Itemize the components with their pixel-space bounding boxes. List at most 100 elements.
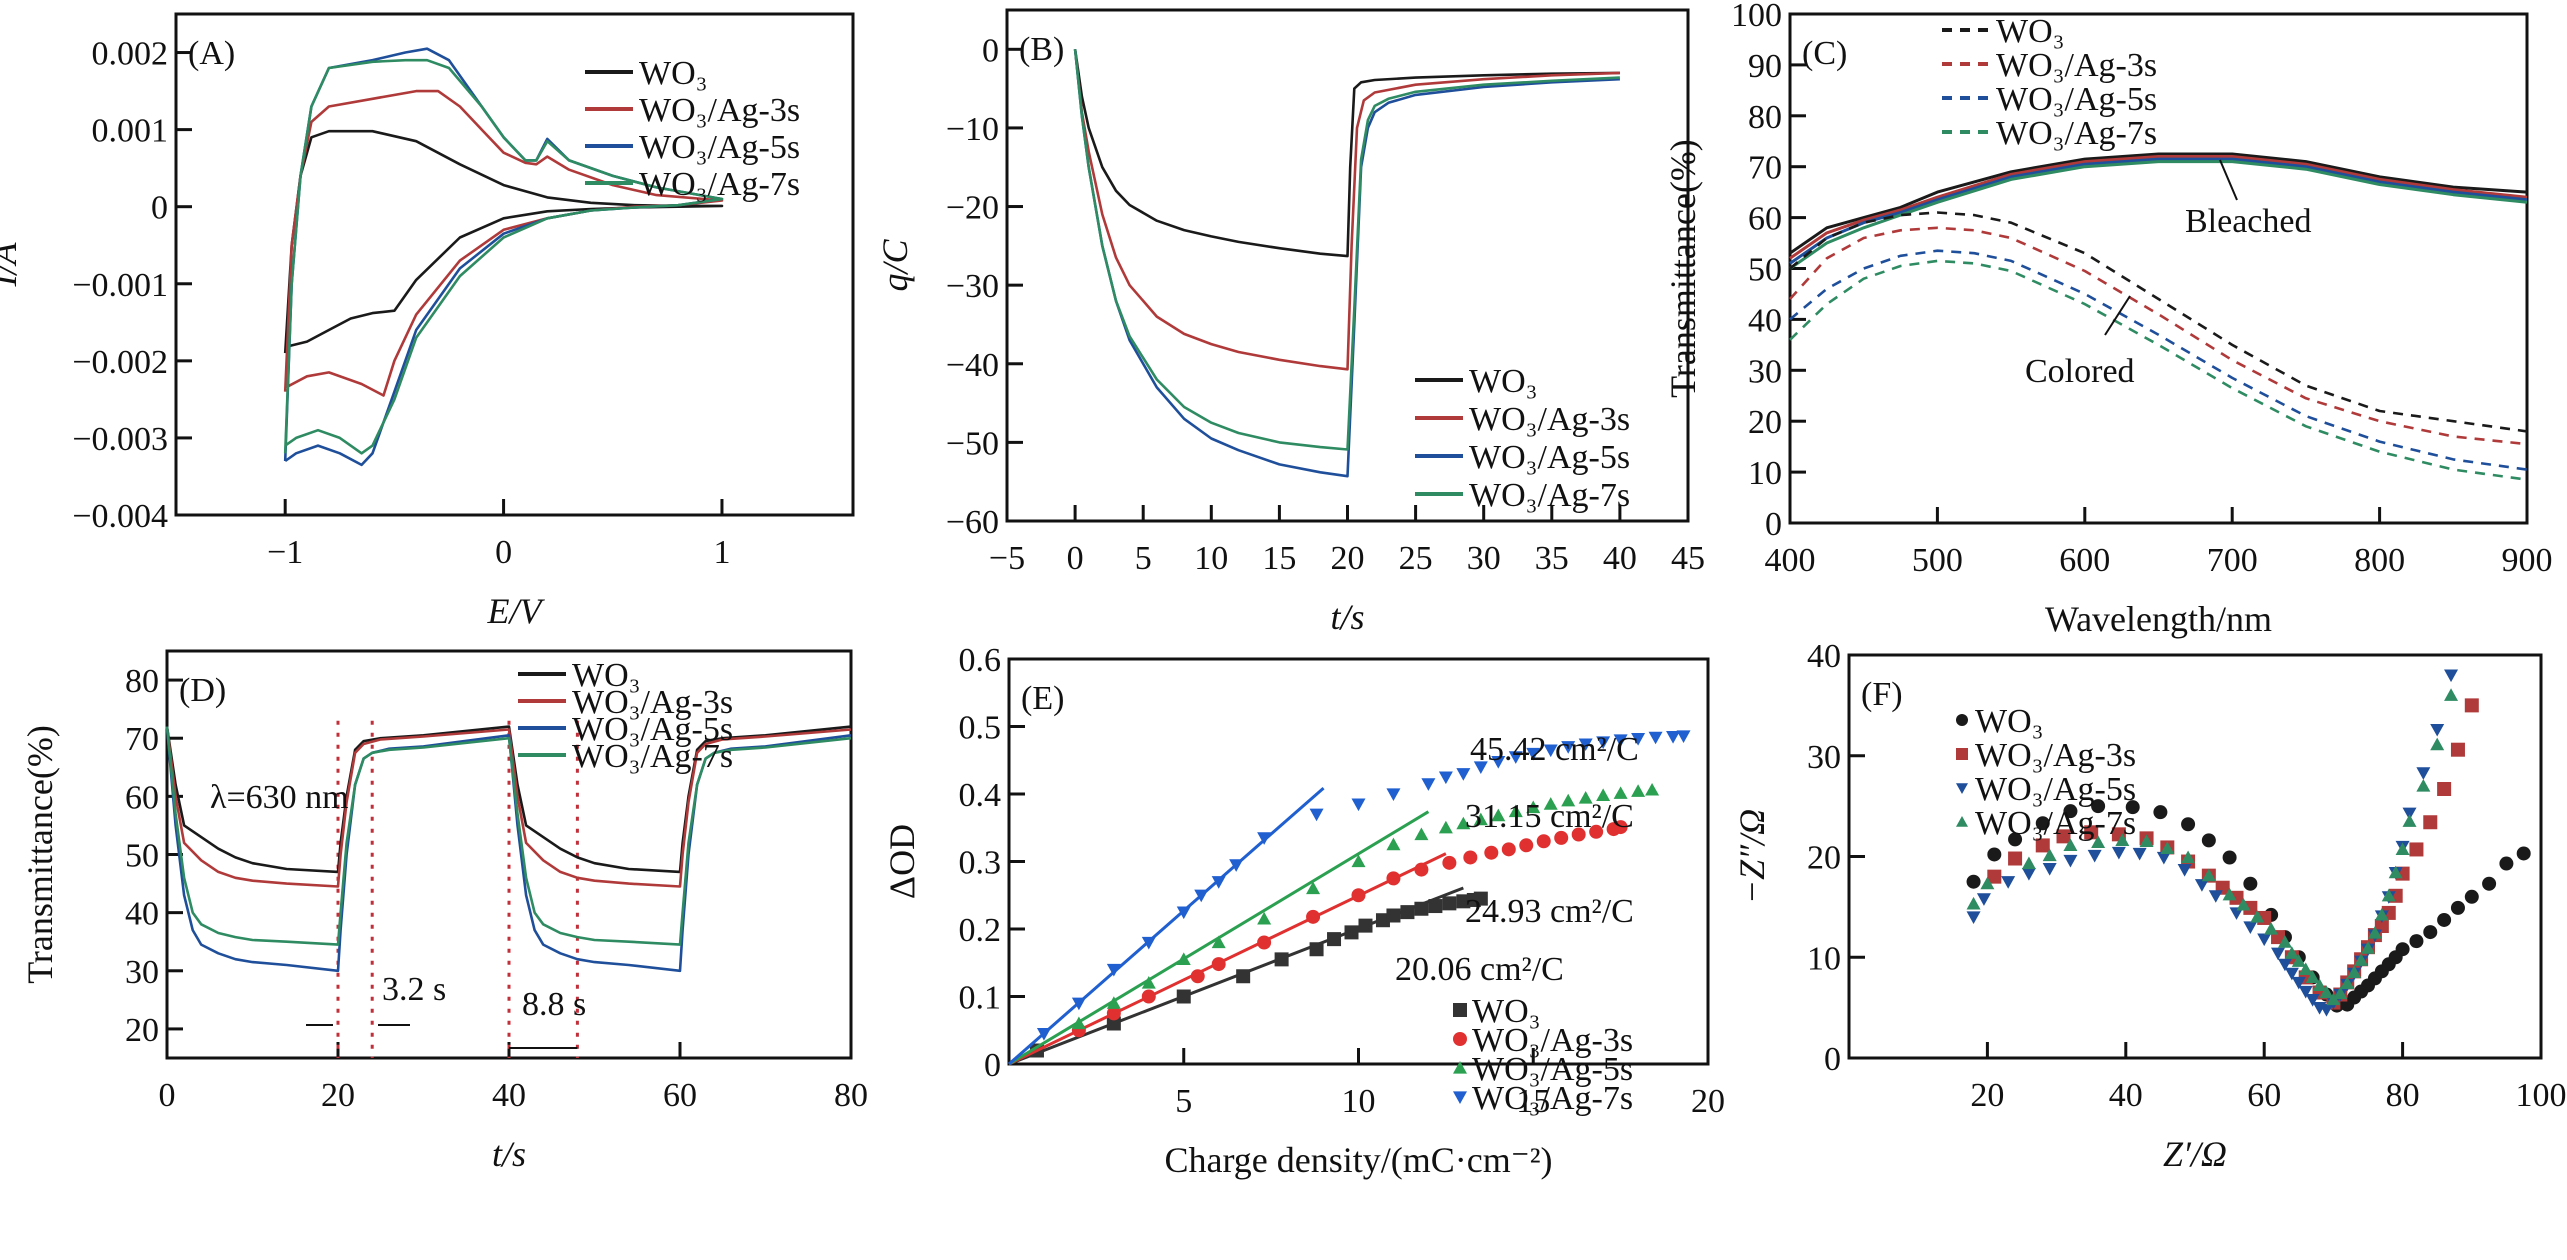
data-point	[2042, 862, 2057, 876]
x-tick-label: 100	[2516, 1077, 2567, 1114]
colored-curve	[1789, 259, 2528, 481]
data-point	[1141, 976, 1156, 989]
data-point	[1543, 797, 1558, 810]
data-point	[1438, 820, 1453, 834]
data-point	[1596, 788, 1611, 801]
legend-label: WO₃/Ag-5s	[1975, 771, 2136, 808]
y-axis-title: Transmittance(%)	[1663, 139, 1703, 398]
data-point	[1666, 731, 1681, 744]
y-axis-title: ΔOD	[882, 824, 922, 899]
data-point	[1438, 771, 1453, 785]
data-point	[2222, 887, 2237, 901]
data-point	[1536, 834, 1551, 849]
panel-label: (E)	[1021, 680, 1064, 717]
data-point	[2395, 942, 2410, 957]
data-point	[1631, 784, 1646, 797]
data-point	[1543, 744, 1558, 758]
data-point	[1141, 936, 1156, 950]
x-axis-title: t/s	[492, 1134, 526, 1174]
legend-label: WO₃/Ag-5s	[572, 711, 733, 748]
data-point	[1453, 1091, 1467, 1104]
legend-label: WO₃/Ag-3s	[572, 684, 733, 721]
data-point	[1453, 1061, 1467, 1074]
data-point	[2264, 922, 2279, 935]
x-tick-label: 800	[2354, 542, 2405, 579]
data-point	[2395, 842, 2410, 856]
x-axis-title: E/V	[487, 591, 546, 631]
x-tick-label: 0	[495, 534, 512, 571]
x-tick-label: 45	[1671, 540, 1705, 577]
y-tick-label: 70	[1748, 150, 1782, 187]
y-axis-title: −Z″/Ω	[1732, 809, 1772, 904]
x-tick-label: 60	[663, 1077, 697, 1114]
y-tick-label: 0	[151, 190, 168, 227]
data-point	[1106, 963, 1121, 977]
data-point	[1211, 935, 1226, 949]
data-point	[1453, 1003, 1467, 1017]
y-tick-label: 50	[1748, 252, 1782, 289]
y-tick-label: 0.1	[959, 980, 1002, 1017]
data-point	[2450, 900, 2465, 915]
data-point	[2201, 833, 2216, 848]
charge-curve	[1073, 49, 1620, 451]
y-tick-label: 30	[1807, 739, 1841, 776]
y-axis-title: q/C	[875, 239, 915, 292]
data-point	[1386, 837, 1401, 851]
x-tick-label: 700	[2207, 542, 2258, 579]
data-point	[1414, 827, 1429, 841]
wavelength-label: λ=630 nm	[210, 779, 349, 816]
x-axis-title: Charge density/(mC·cm⁻²)	[1164, 1140, 1552, 1180]
y-tick-label: −0.001	[72, 267, 168, 304]
data-point	[2499, 856, 2514, 871]
data-point	[1613, 820, 1628, 835]
y-tick-label: 70	[125, 721, 159, 758]
legend-label: WO₃/Ag-7s	[1472, 1080, 1633, 1117]
y-tick-label: 30	[125, 954, 159, 991]
data-point	[2333, 986, 2348, 1000]
cv-curve	[283, 89, 724, 397]
y-tick-label: −0.004	[72, 498, 168, 535]
data-point	[1571, 827, 1586, 842]
data-point	[1956, 714, 1968, 726]
data-point	[2125, 800, 2140, 815]
x-tick-label: 15	[1516, 1083, 1550, 1120]
data-point	[2087, 849, 2102, 863]
data-point	[2063, 804, 2078, 819]
data-point	[1561, 741, 1576, 754]
data-point	[1648, 731, 1663, 745]
panel-label: (F)	[1861, 676, 1903, 713]
data-point	[1473, 891, 1488, 906]
x-tick-label: 40	[2109, 1077, 2143, 1114]
ce-label-ag7: 45.42 cm²/C	[1470, 731, 1639, 768]
y-tick-label: 10	[1748, 455, 1782, 492]
ce-label-ag5: 31.15 cm²/C	[1465, 798, 1634, 835]
y-tick-label: 80	[1748, 99, 1782, 136]
panel-label: (C)	[1802, 35, 1847, 72]
data-point	[2305, 970, 2320, 983]
data-point	[2208, 890, 2223, 903]
data-point	[1645, 782, 1660, 796]
legend-label: WO₃/Ag-5s	[1472, 1051, 1633, 1088]
fit-line	[1008, 786, 1325, 1066]
legend-label: WO₃	[639, 55, 708, 92]
data-point	[1327, 932, 1342, 947]
data-point	[2001, 876, 2016, 889]
data-point	[1386, 908, 1401, 923]
y-tick-label: 60	[1748, 201, 1782, 238]
data-point	[1236, 969, 1251, 984]
data-point	[2416, 778, 2431, 792]
y-tick-label: −50	[946, 425, 999, 462]
data-point	[1257, 832, 1272, 845]
data-point	[1966, 896, 1981, 910]
data-point	[1453, 1032, 1467, 1046]
y-tick-label: −0.003	[72, 421, 168, 458]
x-tick-label: 60	[2247, 1077, 2281, 1114]
y-tick-label: 40	[125, 896, 159, 933]
data-point	[1386, 788, 1401, 801]
data-point	[1519, 838, 1534, 853]
bleach-time-label: 3.2 s	[382, 971, 446, 1008]
x-tick-label: 5	[1135, 540, 1152, 577]
y-tick-label: 30	[1748, 353, 1782, 390]
data-point	[1351, 888, 1366, 903]
y-axis-title: I/A	[0, 242, 24, 288]
